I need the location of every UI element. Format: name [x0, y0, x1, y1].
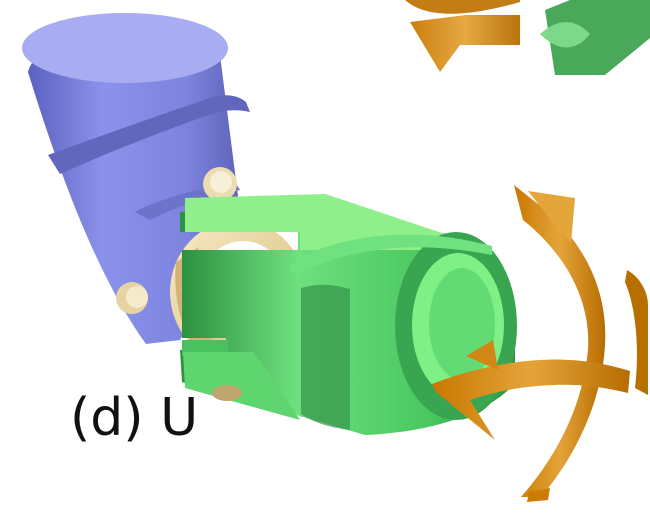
- diagram-caption: (d) U: [70, 388, 199, 448]
- lower-pin: [212, 385, 242, 401]
- top-right-fragment: [405, 0, 650, 75]
- curved-arrow-icon: [432, 185, 648, 502]
